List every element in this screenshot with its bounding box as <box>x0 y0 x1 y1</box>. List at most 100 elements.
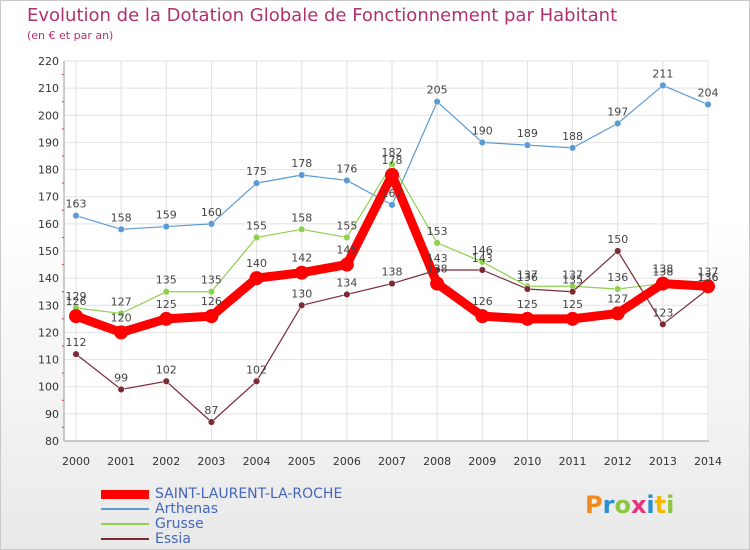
y-tick-label-100: 100 <box>38 381 59 394</box>
logo-letter: o <box>614 491 631 519</box>
y-tick-label-90: 90 <box>45 408 59 421</box>
data-point-grusse <box>433 239 441 247</box>
data-label-saint-laurent-la-roche: 126 <box>66 295 87 308</box>
data-label-essia: 136 <box>698 271 719 284</box>
data-point-grusse <box>478 258 486 266</box>
legend-label-arthenas: Arthenas <box>155 501 219 517</box>
logo-letter: i <box>646 491 655 519</box>
data-point-essia <box>117 385 125 393</box>
data-label-grusse: 182 <box>382 146 403 159</box>
data-label-grusse: 155 <box>246 219 267 232</box>
y-tick-label-180: 180 <box>38 164 59 177</box>
data-point-saint-laurent-la-roche <box>430 276 445 291</box>
y-tick-label-160: 160 <box>38 218 59 231</box>
data-point-grusse <box>298 225 306 233</box>
data-point-saint-laurent-la-roche <box>204 309 219 324</box>
data-point-essia <box>614 247 622 255</box>
data-point-essia <box>569 288 577 296</box>
x-tick-label-2013: 2013 <box>649 455 677 468</box>
data-point-essia <box>388 280 396 288</box>
data-label-saint-laurent-la-roche: 126 <box>472 295 493 308</box>
x-tick-label-2009: 2009 <box>468 455 496 468</box>
data-point-arthenas <box>162 223 170 231</box>
x-tick-label-2003: 2003 <box>197 455 225 468</box>
data-label-saint-laurent-la-roche: 127 <box>607 292 628 305</box>
data-label-essia: 112 <box>66 336 87 349</box>
x-tick-label-2010: 2010 <box>513 455 541 468</box>
data-label-grusse: 158 <box>291 211 312 224</box>
data-point-essia <box>478 266 486 274</box>
y-tick-label-170: 170 <box>38 191 59 204</box>
legend: SAINT-LAURENT-LA-ROCHE Arthenas Grusse E… <box>101 487 441 547</box>
axes: 8090100110120130140150160170180190200210… <box>38 55 722 468</box>
grid-lines <box>64 60 709 442</box>
data-label-essia: 130 <box>291 287 312 300</box>
data-point-essia <box>72 350 80 358</box>
data-point-arthenas <box>569 144 577 152</box>
data-label-grusse: 138 <box>652 266 673 279</box>
data-point-saint-laurent-la-roche <box>114 325 129 340</box>
data-label-essia: 150 <box>607 233 628 246</box>
data-label-saint-laurent-la-roche: 137 <box>698 265 719 278</box>
data-label-essia: 135 <box>562 274 583 287</box>
data-label-grusse: 127 <box>111 295 132 308</box>
data-label-arthenas: 190 <box>472 124 493 137</box>
data-point-grusse <box>253 233 261 241</box>
logo-letter: P <box>585 491 603 519</box>
data-label-arthenas: 178 <box>291 157 312 170</box>
y-tick-label-140: 140 <box>38 272 59 285</box>
logo-letter: r <box>602 491 615 519</box>
data-point-grusse <box>162 288 170 296</box>
data-point-grusse <box>343 233 351 241</box>
data-label-arthenas: 158 <box>111 211 132 224</box>
data-point-essia <box>253 377 261 385</box>
data-label-essia: 134 <box>336 276 357 289</box>
data-label-grusse: 135 <box>156 274 177 287</box>
data-label-saint-laurent-la-roche: 140 <box>246 257 267 270</box>
data-label-arthenas: 188 <box>562 130 583 143</box>
data-label-arthenas: 159 <box>156 209 177 222</box>
x-tick-label-2005: 2005 <box>288 455 316 468</box>
x-tick-label-2006: 2006 <box>333 455 361 468</box>
x-tick-label-2012: 2012 <box>604 455 632 468</box>
y-tick-label-210: 210 <box>38 82 59 95</box>
logo-letter: t <box>654 491 667 519</box>
data-label-essia: 102 <box>156 363 177 376</box>
x-tick-label-2001: 2001 <box>107 455 135 468</box>
data-point-arthenas <box>72 212 80 220</box>
chart-title: Evolution de la Dotation Globale de Fonc… <box>27 5 618 26</box>
data-label-grusse: 155 <box>336 219 357 232</box>
data-point-essia <box>298 301 306 309</box>
data-label-grusse: 137 <box>517 268 538 281</box>
data-label-arthenas: 204 <box>698 86 719 99</box>
data-point-arthenas <box>117 225 125 233</box>
y-tick-label-80: 80 <box>45 435 59 448</box>
data-label-essia: 123 <box>652 306 673 319</box>
x-tick-label-2000: 2000 <box>62 455 90 468</box>
data-point-arthenas <box>343 176 351 184</box>
data-point-saint-laurent-la-roche <box>159 311 174 326</box>
data-label-arthenas: 197 <box>607 105 628 118</box>
x-tick-label-2007: 2007 <box>378 455 406 468</box>
data-label-saint-laurent-la-roche: 125 <box>156 298 177 311</box>
data-label-essia: 87 <box>204 404 218 417</box>
legend-label-saint-laurent: SAINT-LAURENT-LA-ROCHE <box>155 486 343 502</box>
data-point-arthenas <box>388 201 396 209</box>
data-label-saint-laurent-la-roche: 145 <box>336 244 357 257</box>
y-tick-label-110: 110 <box>38 354 59 367</box>
data-label-grusse: 137 <box>562 268 583 281</box>
legend-item-grusse: Grusse <box>101 517 441 532</box>
legend-swatch-grusse <box>101 523 149 525</box>
data-label-essia: 138 <box>382 266 403 279</box>
data-point-arthenas <box>659 81 667 89</box>
data-label-essia: 102 <box>246 363 267 376</box>
data-label-saint-laurent-la-roche: 142 <box>291 252 312 265</box>
legend-item-saint-laurent: SAINT-LAURENT-LA-ROCHE <box>101 487 441 502</box>
y-tick-label-190: 190 <box>38 136 59 149</box>
data-label-arthenas: 205 <box>427 84 448 97</box>
data-label-arthenas: 176 <box>336 162 357 175</box>
data-point-arthenas <box>523 141 531 149</box>
chart-subtitle: (en € et par an) <box>27 29 114 42</box>
data-point-arthenas <box>478 138 486 146</box>
